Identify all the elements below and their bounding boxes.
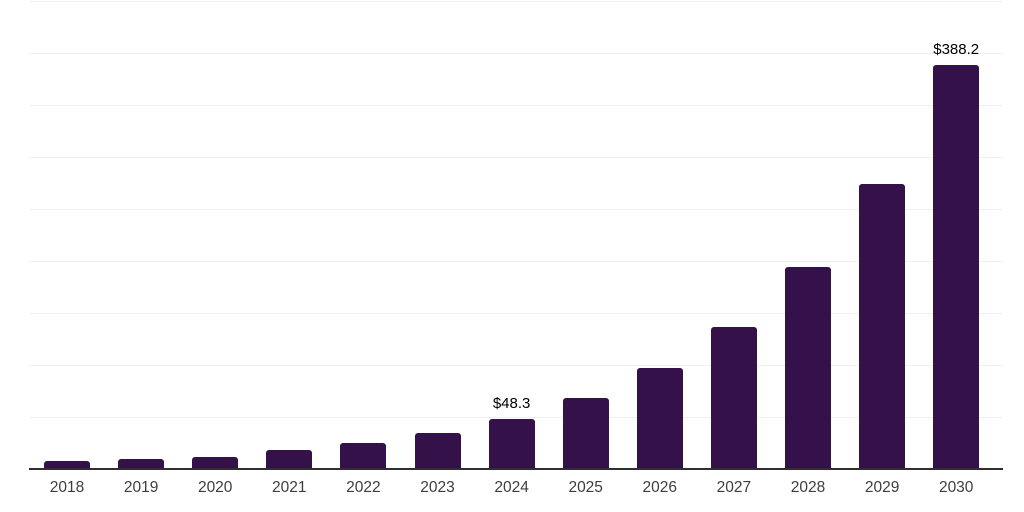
x-tick-label-2019: 2019	[123, 479, 159, 496]
bar-2020	[192, 456, 239, 469]
bar-2028	[785, 267, 831, 469]
x-tick-label-2030: 2030	[938, 479, 974, 496]
bar-2027	[710, 326, 757, 469]
x-tick-label-2020: 2020	[197, 479, 233, 496]
x-tick-label-2018: 2018	[49, 479, 85, 496]
gridline	[29, 365, 1003, 366]
bar-2029	[859, 183, 906, 469]
bar-2030	[933, 65, 980, 469]
bar-value-label-2024: $48.3	[492, 394, 531, 412]
gridline	[29, 261, 1003, 262]
x-tick-label-2021: 2021	[272, 479, 307, 496]
x-tick-label-2027: 2027	[716, 479, 752, 496]
bar-2026	[636, 368, 683, 469]
x-tick-label-2028: 2028	[790, 479, 826, 496]
bar-2025	[562, 397, 609, 469]
bar-value-label-2030: $388.2	[933, 41, 980, 59]
x-tick-label-2026: 2026	[642, 479, 678, 496]
gridline	[29, 1, 1003, 3]
gridline	[29, 417, 1003, 418]
gridline	[29, 53, 1003, 55]
bar-2022	[340, 443, 387, 469]
x-tick-label-2024: 2024	[494, 479, 529, 496]
gridline	[29, 157, 1003, 159]
x-tick-label-2022: 2022	[346, 479, 381, 496]
x-tick-label-2025: 2025	[568, 479, 603, 496]
gridline	[29, 313, 1003, 314]
bar-2018	[44, 461, 90, 469]
x-axis-line	[29, 468, 1003, 470]
bar-2021	[266, 450, 313, 469]
x-tick-label-2029: 2029	[864, 479, 900, 496]
bar-2024	[488, 418, 535, 469]
plot-area: $48.3 $388.2	[29, 0, 1003, 470]
bar-2019	[118, 459, 165, 469]
x-axis-labels: 2018 2019 2020 2021 2022 2023 2024 2025 2026 2027…	[0, 479, 1024, 503]
gridline	[29, 209, 1003, 210]
x-tick-label-2023: 2023	[420, 479, 455, 496]
gridline	[29, 105, 1003, 107]
bar-2023	[414, 433, 461, 469]
